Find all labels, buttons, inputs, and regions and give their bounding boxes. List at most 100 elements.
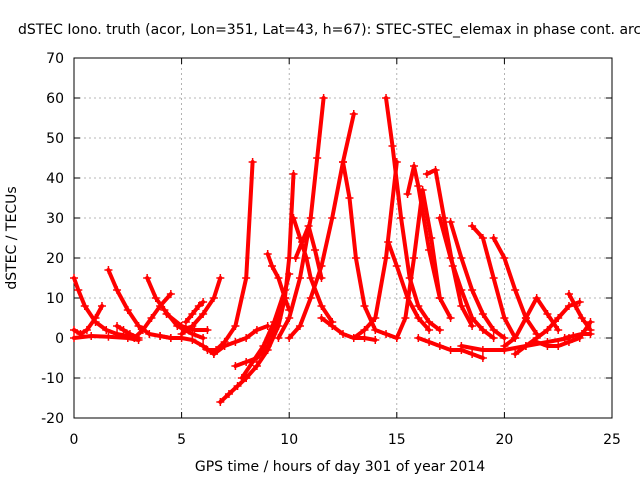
data-point (446, 218, 455, 226)
data-point (134, 322, 143, 330)
data-point (181, 318, 190, 326)
series-line (394, 188, 442, 340)
data-point (554, 326, 563, 334)
data-point (97, 302, 106, 310)
data-point (274, 274, 283, 282)
data-point (564, 290, 573, 298)
series-line (567, 292, 593, 332)
data-point (425, 338, 434, 346)
data-point (384, 238, 393, 246)
data-point (521, 342, 530, 350)
data-point (575, 298, 584, 306)
series-line (291, 216, 335, 324)
data-point (91, 314, 100, 322)
data-point (339, 158, 347, 166)
data-point (569, 332, 578, 340)
x-tick-label: 10 (280, 432, 298, 448)
data-point (345, 194, 354, 202)
data-point (349, 334, 358, 342)
y-tick-label: 40 (46, 171, 64, 187)
data-point (446, 254, 455, 262)
y-tick-label: 50 (46, 131, 64, 147)
series-line (562, 332, 593, 340)
data-point (360, 326, 369, 334)
data-point (285, 314, 294, 322)
data-point (70, 274, 78, 282)
data-point (113, 322, 122, 330)
series-arc29 (403, 162, 455, 322)
data-point (216, 398, 225, 406)
x-axis-title: GPS time / hours of day 301 of year 2014 (195, 459, 485, 475)
series-arc02 (70, 302, 106, 338)
y-tick-label: -20 (41, 411, 64, 427)
x-tick-label: 15 (388, 432, 406, 448)
data-point (280, 294, 289, 302)
data-point (571, 302, 580, 310)
series-arc11 (181, 298, 208, 326)
data-point (414, 314, 423, 322)
data-point (102, 326, 111, 334)
data-point (457, 254, 466, 262)
data-point (382, 94, 391, 102)
data-point (295, 322, 304, 330)
data-point (478, 234, 487, 242)
series-line (405, 164, 453, 320)
data-point (199, 310, 208, 318)
series-arc22 (291, 222, 326, 282)
y-tick-label: 30 (46, 211, 64, 227)
data-point (360, 334, 369, 342)
series-line (183, 300, 206, 324)
data-point (313, 154, 322, 162)
series-arc25 (349, 158, 401, 342)
y-tick-label: 10 (46, 291, 64, 307)
data-point (554, 314, 563, 322)
data-point (224, 390, 233, 398)
data-point (216, 274, 225, 282)
data-point (468, 350, 477, 358)
data-point (392, 262, 401, 270)
series-arc19 (274, 94, 328, 342)
data-point (328, 214, 337, 222)
data-point (285, 334, 294, 342)
data-point (87, 332, 96, 340)
series-arc18 (263, 250, 294, 314)
series-arc32 (435, 214, 498, 342)
data-point (231, 338, 240, 346)
data-point (478, 310, 487, 318)
series-line (384, 96, 442, 332)
data-point (242, 334, 251, 342)
data-point (468, 314, 477, 322)
data-point (543, 342, 552, 350)
data-point (403, 190, 412, 198)
data-point (457, 302, 466, 310)
data-point (188, 336, 197, 344)
y-tick-label: 0 (55, 331, 64, 347)
data-point (220, 342, 229, 350)
data-point (248, 158, 257, 166)
y-tick-label: -10 (41, 371, 64, 387)
data-point (319, 94, 328, 102)
data-point (270, 318, 279, 326)
data-point (371, 336, 380, 344)
data-point (489, 274, 498, 282)
data-point (500, 314, 509, 322)
data-point (199, 342, 208, 350)
data-point (511, 286, 520, 294)
data-point (554, 342, 563, 350)
data-point (382, 330, 391, 338)
data-point (431, 166, 440, 174)
series-line (437, 216, 496, 340)
data-point (317, 274, 326, 282)
data-point (425, 326, 434, 334)
y-tick-label: 60 (46, 91, 64, 107)
data-point (543, 326, 552, 334)
series-arc13 (209, 322, 272, 358)
series-arc10 (177, 274, 225, 338)
data-point (577, 330, 586, 338)
data-point (147, 314, 156, 322)
series-arc12 (203, 158, 257, 354)
data-point (295, 274, 304, 282)
data-point (410, 162, 419, 170)
data-point (166, 290, 175, 298)
data-point (188, 310, 197, 318)
